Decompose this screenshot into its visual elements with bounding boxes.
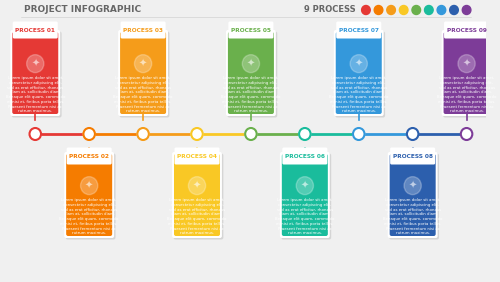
FancyBboxPatch shape xyxy=(389,153,439,239)
Circle shape xyxy=(400,6,408,14)
Circle shape xyxy=(138,128,149,140)
Circle shape xyxy=(404,177,421,195)
FancyBboxPatch shape xyxy=(390,147,435,164)
FancyBboxPatch shape xyxy=(12,32,62,118)
FancyBboxPatch shape xyxy=(228,32,274,114)
FancyBboxPatch shape xyxy=(12,32,58,114)
Circle shape xyxy=(437,6,446,14)
Text: ✦: ✦ xyxy=(193,181,201,191)
FancyBboxPatch shape xyxy=(174,147,220,164)
Text: Lorem ipsum dolor sit amet,
consectetur adipiscing elit,
sed as erat efficitur, : Lorem ipsum dolor sit amet, consectetur … xyxy=(383,198,442,235)
Text: Lorem ipsum dolor sit amet,
consectetur adipiscing elit,
sed as erat efficitur, : Lorem ipsum dolor sit amet, consectetur … xyxy=(114,76,173,113)
FancyBboxPatch shape xyxy=(282,153,331,239)
Text: ✦: ✦ xyxy=(408,181,416,191)
Text: ✦: ✦ xyxy=(85,181,93,191)
Circle shape xyxy=(407,128,418,140)
FancyBboxPatch shape xyxy=(390,154,436,236)
FancyBboxPatch shape xyxy=(444,32,490,114)
Text: ✦: ✦ xyxy=(462,59,470,69)
FancyBboxPatch shape xyxy=(12,21,58,39)
FancyBboxPatch shape xyxy=(66,147,112,164)
Circle shape xyxy=(245,128,256,140)
Text: PROCESS 08: PROCESS 08 xyxy=(392,153,432,158)
FancyBboxPatch shape xyxy=(228,21,274,39)
FancyBboxPatch shape xyxy=(336,32,385,118)
FancyBboxPatch shape xyxy=(442,30,492,116)
Text: Lorem ipsum dolor sit amet,
consectetur adipiscing elit,
sed as erat efficitur, : Lorem ipsum dolor sit amet, consectetur … xyxy=(60,198,119,235)
Circle shape xyxy=(134,55,152,73)
FancyBboxPatch shape xyxy=(444,21,489,39)
Circle shape xyxy=(461,128,472,140)
FancyBboxPatch shape xyxy=(228,32,278,118)
Circle shape xyxy=(387,6,396,14)
FancyBboxPatch shape xyxy=(66,154,112,236)
Circle shape xyxy=(192,128,203,140)
Text: Lorem ipsum dolor sit amet,
consectetur adipiscing elit,
sed as erat efficitur, : Lorem ipsum dolor sit amet, consectetur … xyxy=(329,76,388,113)
Text: PROCESS 07: PROCESS 07 xyxy=(338,28,378,32)
Text: ✦: ✦ xyxy=(301,181,309,191)
FancyBboxPatch shape xyxy=(334,30,384,116)
FancyBboxPatch shape xyxy=(226,30,276,116)
Circle shape xyxy=(458,55,475,73)
FancyBboxPatch shape xyxy=(172,152,222,238)
Circle shape xyxy=(350,55,368,73)
Text: PROCESS 06: PROCESS 06 xyxy=(285,153,325,158)
Text: PROJECT INFOGRAPHIC: PROJECT INFOGRAPHIC xyxy=(24,6,141,14)
Circle shape xyxy=(26,55,44,73)
Text: PROCESS 01: PROCESS 01 xyxy=(16,28,56,32)
Circle shape xyxy=(424,6,433,14)
Text: Lorem ipsum dolor sit amet,
consectetur adipiscing elit,
sed as erat efficitur, : Lorem ipsum dolor sit amet, consectetur … xyxy=(275,198,334,235)
Circle shape xyxy=(462,6,471,14)
Circle shape xyxy=(242,55,260,73)
FancyBboxPatch shape xyxy=(118,30,168,116)
Circle shape xyxy=(299,128,310,140)
Text: PROCESS 03: PROCESS 03 xyxy=(123,28,163,32)
FancyBboxPatch shape xyxy=(10,30,60,116)
Circle shape xyxy=(353,128,364,140)
Text: ✦: ✦ xyxy=(31,59,40,69)
Text: PROCESS 04: PROCESS 04 xyxy=(177,153,217,158)
Circle shape xyxy=(30,128,41,140)
Text: 9 PROCESS: 9 PROCESS xyxy=(304,6,356,14)
Circle shape xyxy=(374,6,383,14)
Circle shape xyxy=(450,6,458,14)
FancyBboxPatch shape xyxy=(120,32,166,114)
Text: Lorem ipsum dolor sit amet,
consectetur adipiscing elit,
sed as erat efficitur, : Lorem ipsum dolor sit amet, consectetur … xyxy=(6,76,65,113)
Text: PROCESS 05: PROCESS 05 xyxy=(231,28,271,32)
Text: Lorem ipsum dolor sit amet,
consectetur adipiscing elit,
sed as erat efficitur, : Lorem ipsum dolor sit amet, consectetur … xyxy=(221,76,280,113)
Circle shape xyxy=(296,177,314,195)
FancyBboxPatch shape xyxy=(336,21,382,39)
FancyBboxPatch shape xyxy=(443,32,493,118)
Text: Lorem ipsum dolor sit amet,
consectetur adipiscing elit,
sed as erat efficitur, : Lorem ipsum dolor sit amet, consectetur … xyxy=(168,198,227,235)
FancyBboxPatch shape xyxy=(174,153,224,239)
Circle shape xyxy=(362,6,370,14)
FancyBboxPatch shape xyxy=(120,21,166,39)
Circle shape xyxy=(412,6,420,14)
FancyBboxPatch shape xyxy=(282,154,328,236)
FancyBboxPatch shape xyxy=(66,153,116,239)
Circle shape xyxy=(84,128,95,140)
Text: PROCESS 09: PROCESS 09 xyxy=(446,28,486,32)
Text: Lorem ipsum dolor sit amet,
consectetur adipiscing elit,
sed as erat efficitur, : Lorem ipsum dolor sit amet, consectetur … xyxy=(437,76,496,113)
Circle shape xyxy=(80,177,98,195)
FancyBboxPatch shape xyxy=(174,154,220,236)
FancyBboxPatch shape xyxy=(282,147,328,164)
FancyBboxPatch shape xyxy=(64,152,114,238)
Circle shape xyxy=(188,177,206,195)
FancyBboxPatch shape xyxy=(336,32,382,114)
FancyBboxPatch shape xyxy=(280,152,330,238)
FancyBboxPatch shape xyxy=(388,152,438,238)
Text: PROCESS 02: PROCESS 02 xyxy=(69,153,109,158)
Text: ✦: ✦ xyxy=(139,59,147,69)
Text: ✦: ✦ xyxy=(247,59,255,69)
Text: ✦: ✦ xyxy=(354,59,363,69)
FancyBboxPatch shape xyxy=(120,32,170,118)
